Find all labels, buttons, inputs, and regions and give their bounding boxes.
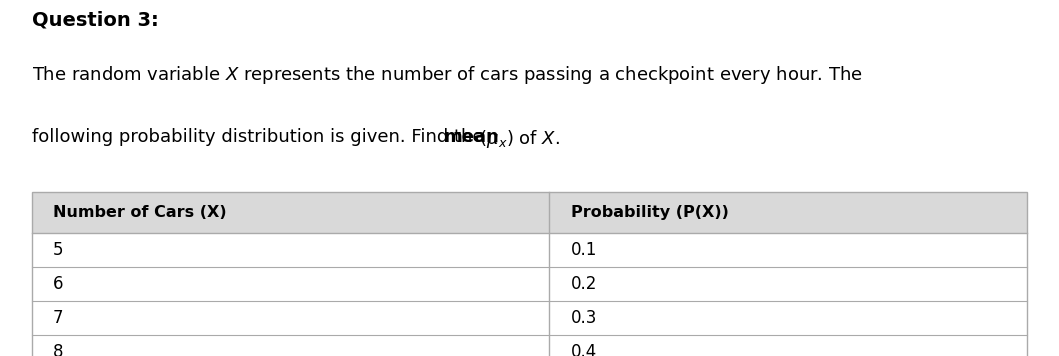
Text: mean: mean [444, 128, 499, 146]
Bar [32, 335, 1027, 356]
Text: 0.2: 0.2 [571, 275, 597, 293]
Text: Question 3:: Question 3: [32, 11, 159, 30]
Bar [32, 267, 1027, 301]
Text: 0.1: 0.1 [571, 241, 597, 259]
Text: 0.3: 0.3 [571, 309, 597, 327]
Bar [32, 233, 1027, 267]
Bar [32, 192, 1027, 356]
Bar [32, 301, 1027, 335]
Text: 0.4: 0.4 [571, 342, 597, 356]
Text: 7: 7 [53, 309, 64, 327]
Text: The random variable $X$ represents the number of cars passing a checkpoint every: The random variable $X$ represents the n… [32, 64, 863, 86]
Text: 8: 8 [53, 342, 64, 356]
Text: Number of Cars (X): Number of Cars (X) [53, 205, 227, 220]
Text: 5: 5 [53, 241, 64, 259]
Text: 6: 6 [53, 275, 64, 293]
Text: following probability distribution is given. Find the: following probability distribution is gi… [32, 128, 489, 146]
Text: Probability (P(X)): Probability (P(X)) [571, 205, 729, 220]
Text: $(\mu_x)$ of $X$.: $(\mu_x)$ of $X$. [474, 128, 560, 150]
Bar [32, 192, 1027, 233]
